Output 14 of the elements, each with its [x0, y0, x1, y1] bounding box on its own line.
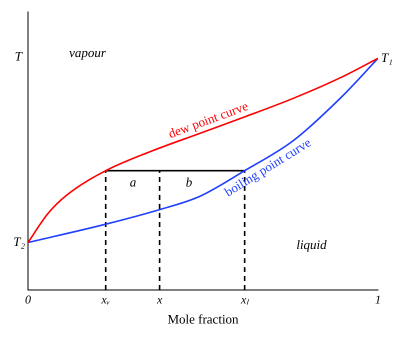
- y-axis-title: T: [14, 48, 23, 64]
- x-axis-title: Mole fraction: [167, 312, 240, 327]
- x-tick-label: xₗ: [240, 292, 250, 306]
- x-tick-label: x: [156, 292, 163, 306]
- annotation: T₁: [381, 50, 393, 65]
- annotation: a: [130, 174, 137, 190]
- annotation: liquid: [296, 236, 328, 252]
- annotation: vapour: [69, 45, 107, 60]
- x-tick-label: xᵥ: [100, 292, 110, 306]
- text: dew point curve: [166, 98, 250, 142]
- x-tick-label: 0: [25, 292, 31, 306]
- annotation: b: [186, 174, 193, 190]
- annotation: T₂: [13, 234, 26, 249]
- x-tick-label: 1: [375, 292, 381, 306]
